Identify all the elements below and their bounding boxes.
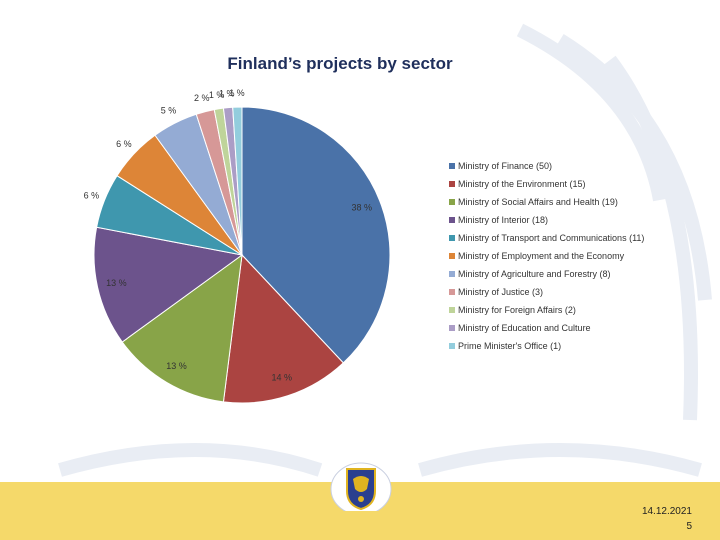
slide-date: 14.12.2021: [641, 506, 692, 517]
legend-swatch: [449, 289, 455, 295]
pie-slices: [93, 106, 391, 404]
legend-swatch: [449, 307, 455, 313]
pie-data-label: 1 %: [229, 88, 245, 98]
legend-label: Ministry of Social Affairs and Health (1…: [458, 197, 618, 207]
pie-data-label: 14 %: [272, 372, 293, 382]
legend-swatch: [449, 217, 455, 223]
legend-swatch: [449, 343, 455, 349]
pie-data-label: 13 %: [166, 361, 187, 371]
legend-item: Ministry of the Environment (15): [449, 175, 679, 193]
legend-item: Ministry of Justice (3): [449, 283, 679, 301]
pie-slice: [232, 106, 243, 256]
legend-swatch: [449, 253, 455, 259]
pie-data-label: 1 %: [219, 89, 235, 99]
legend-label: Ministry of the Environment (15): [458, 179, 586, 189]
chart-legend: Ministry of Finance (50) Ministry of the …: [449, 157, 679, 355]
legend-item: Ministry of Agriculture and Forestry (8): [449, 265, 679, 283]
legend-item: Ministry for Foreign Affairs (2): [449, 301, 679, 319]
legend-label: Ministry of Employment and the Economy: [458, 251, 625, 261]
legend-swatch: [449, 181, 455, 187]
legend-label: Ministry of Finance (50): [458, 161, 553, 171]
pie-data-label: 13 %: [106, 278, 127, 288]
legend-item: Ministry of Interior (18): [449, 211, 679, 229]
legend-swatch: [449, 235, 455, 241]
legend-swatch: [449, 325, 455, 331]
slide-page-number: 5: [686, 521, 692, 532]
legend-swatch: [449, 163, 455, 169]
pie-data-label: 38 %: [351, 203, 372, 213]
finland-coat-of-arms-logo: [330, 462, 392, 511]
pie-slice: [121, 253, 243, 403]
legend-label: Ministry of Agriculture and Forestry (8): [458, 269, 611, 279]
pie-data-label: 1 %: [209, 90, 225, 100]
pie-slice: [93, 226, 244, 343]
legend-label: Ministry of Justice (3): [458, 287, 544, 297]
legend-swatch: [449, 271, 455, 277]
legend-item: Ministry of Finance (50): [449, 157, 679, 175]
legend-label: Ministry for Foreign Affairs (2): [458, 305, 576, 315]
legend-item: Prime Minister's Office (1): [449, 337, 679, 355]
legend-item: Ministry of Employment and the Economy: [449, 247, 679, 265]
slide-title: Finland’s projects by sector: [227, 54, 453, 73]
pie-data-label: 5 %: [161, 106, 177, 116]
pie-data-label: 2 %: [194, 93, 210, 103]
pie-slice: [222, 253, 345, 404]
legend-item: Ministry of Education and Culture: [449, 319, 679, 337]
pie-data-labels: 38 %14 %13 %13 %6 %6 %5 %2 % 1 %1 %1 %: [84, 88, 372, 382]
pie-data-label: 6 %: [84, 190, 100, 200]
legend-swatch: [449, 199, 455, 205]
legend-label: Ministry of Interior (18): [458, 215, 549, 225]
pie-data-label: 6 %: [116, 139, 132, 149]
pie-slice: [241, 106, 391, 364]
legend-item: Ministry of Social Affairs and Health (1…: [449, 193, 679, 211]
legend-item: Ministry of Transport and Communications…: [449, 229, 679, 247]
legend-label: Ministry of Transport and Communications…: [458, 233, 645, 243]
legend-label: Prime Minister's Office (1): [458, 341, 562, 351]
legend-label: Ministry of Education and Culture: [458, 323, 591, 333]
